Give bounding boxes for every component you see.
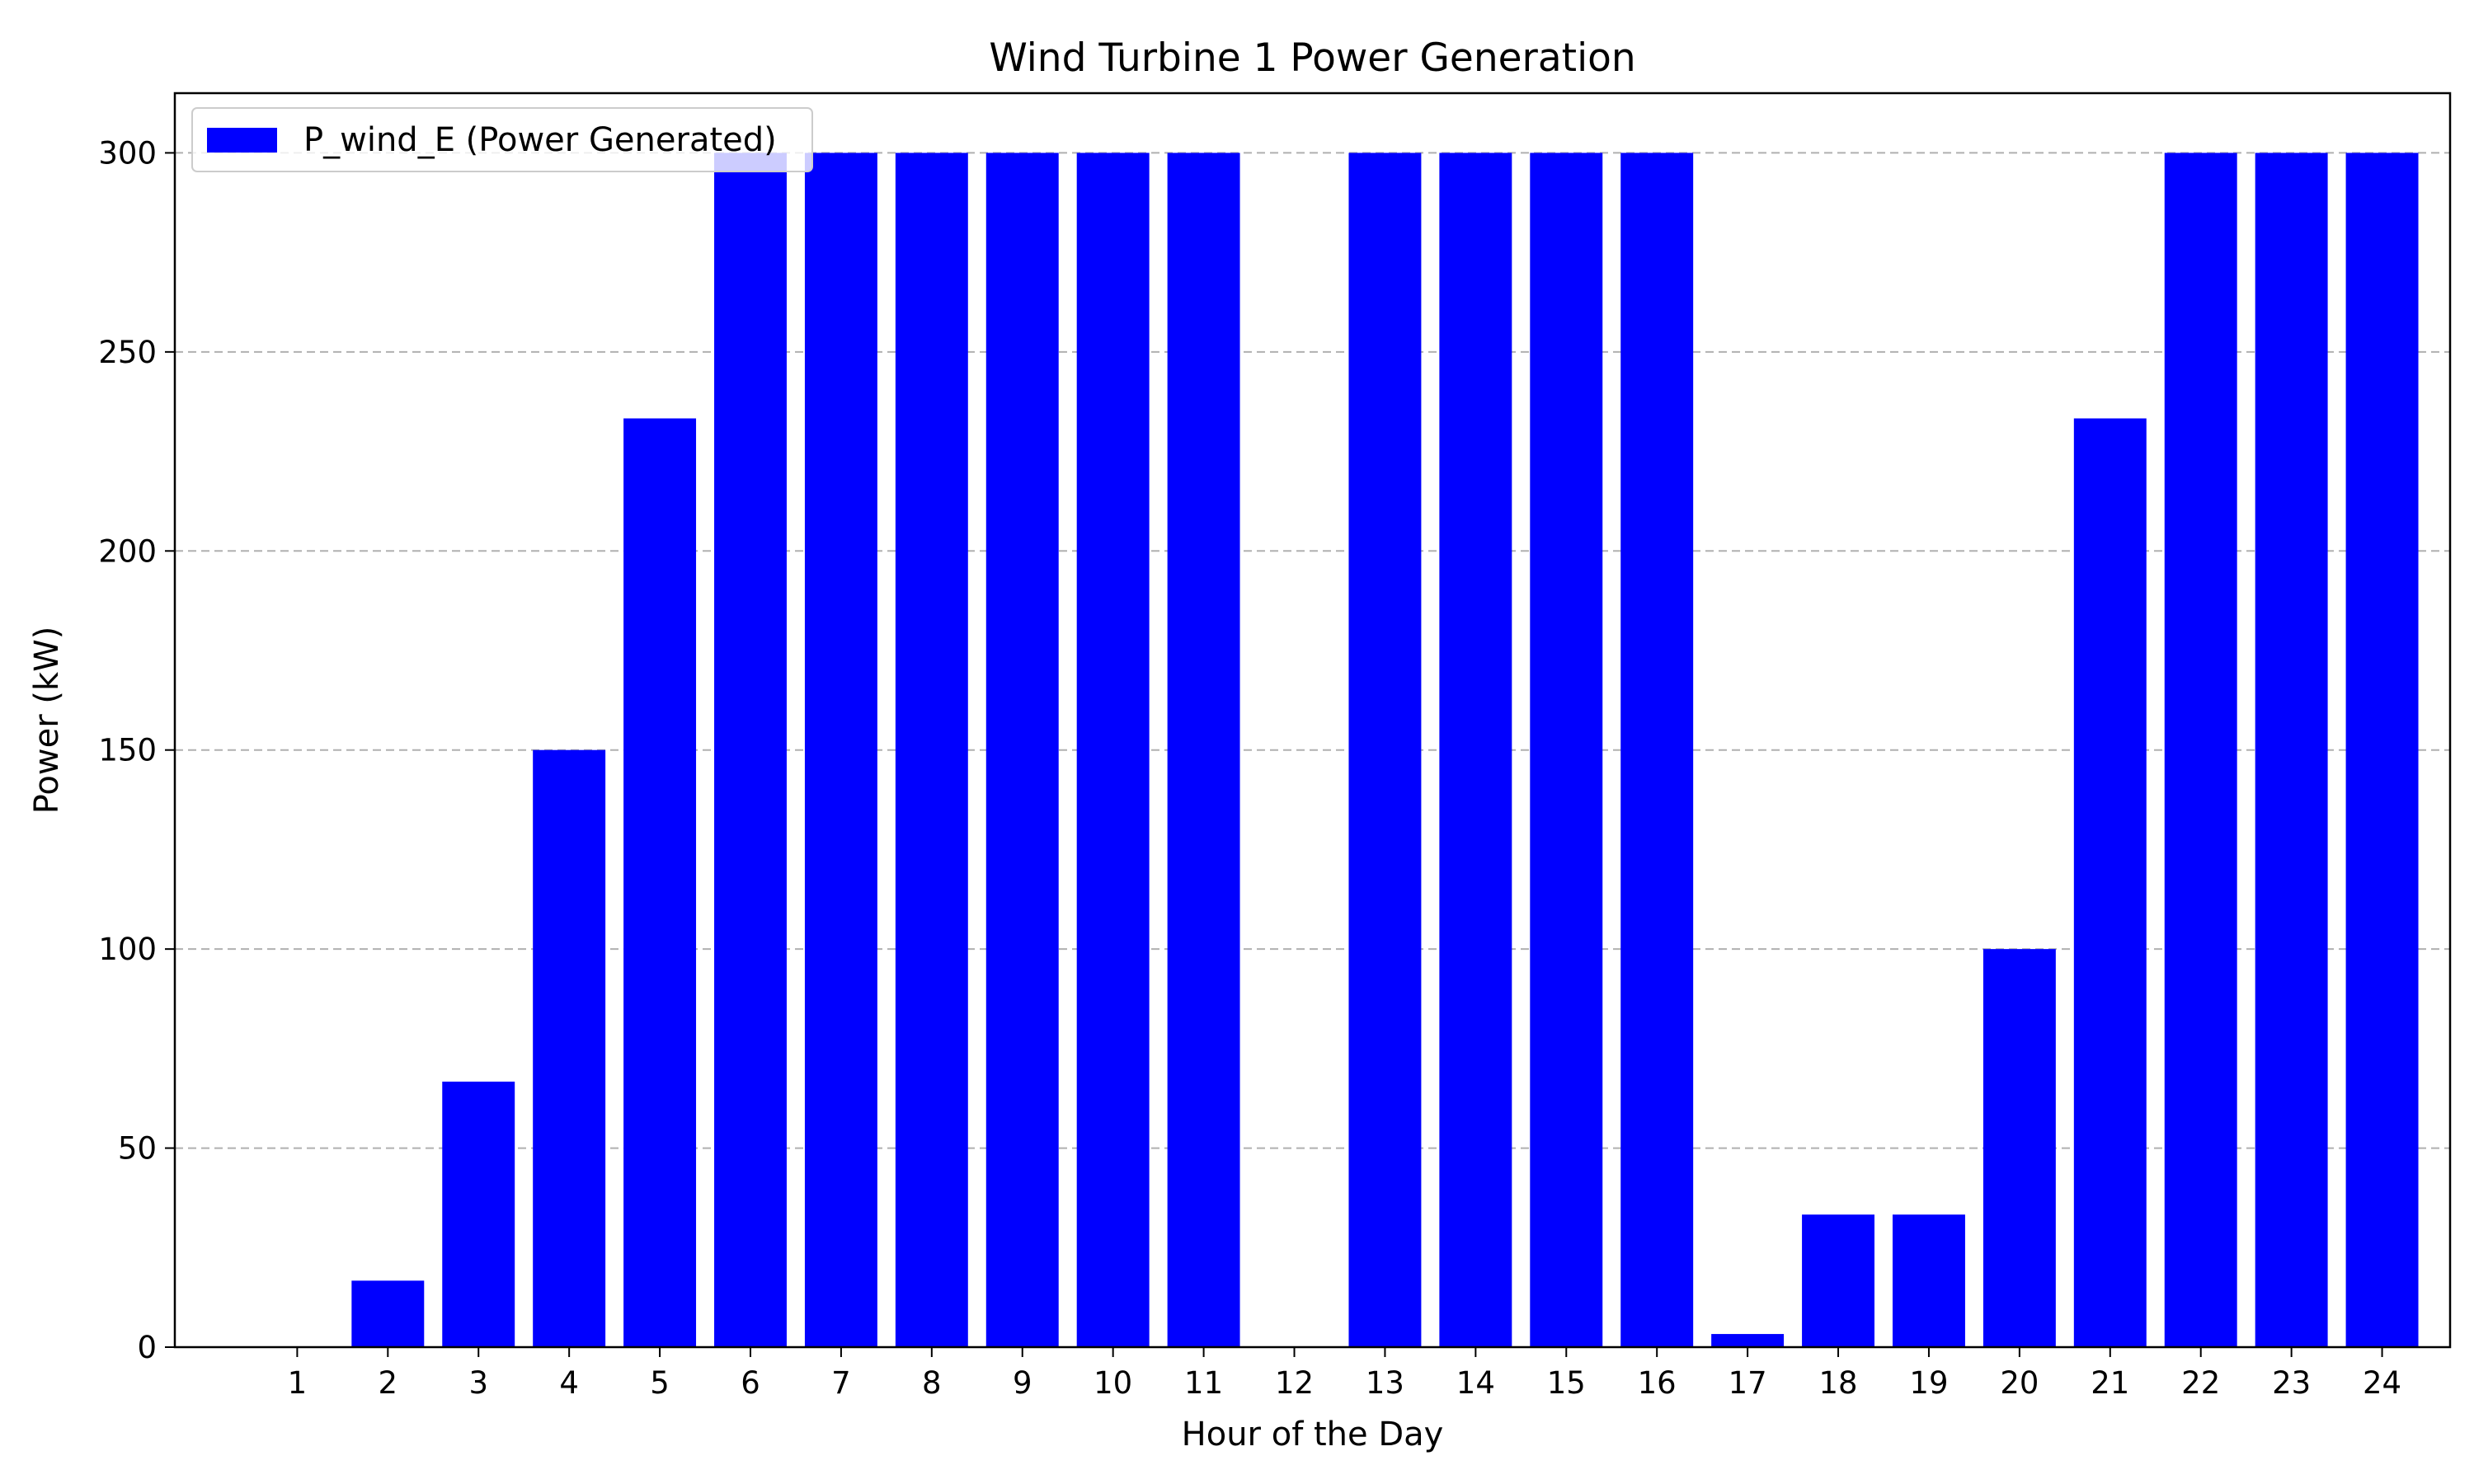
y-tick-label: 100 [98, 932, 157, 967]
y-tick-label: 200 [98, 533, 157, 569]
x-tick-label: 20 [2000, 1365, 2039, 1401]
bar [533, 749, 606, 1347]
x-tick-label: 4 [559, 1365, 579, 1401]
bar [804, 153, 877, 1347]
bar [1530, 153, 1603, 1347]
bar [2255, 153, 2328, 1347]
x-tick-label: 3 [468, 1365, 488, 1401]
x-tick-label: 23 [2272, 1365, 2311, 1401]
bar [1982, 949, 2056, 1347]
legend-label: P_wind_E (Power Generated) [303, 121, 777, 159]
bar [1892, 1214, 1965, 1347]
x-tick-label: 19 [1909, 1365, 1948, 1401]
x-axis-ticks: 1 2 3 4 5 6 7 8 9 10 11 12 13 14 15 16 17 18 19 20 21 22 23 24 [288, 1347, 2401, 1401]
bar [1439, 153, 1512, 1347]
x-tick-label: 11 [1184, 1365, 1223, 1401]
chart-title: Wind Turbine 1 Power Generation [989, 35, 1635, 81]
bar [985, 153, 1059, 1347]
bar [1167, 153, 1240, 1347]
x-tick-label: 9 [1013, 1365, 1032, 1401]
x-tick-label: 8 [922, 1365, 942, 1401]
bar [1711, 1334, 1785, 1347]
plot-frame [173, 92, 2452, 1349]
bars [351, 153, 2419, 1348]
x-tick-label: 24 [2363, 1365, 2401, 1401]
x-tick-label: 6 [741, 1365, 760, 1401]
x-tick-label: 22 [2181, 1365, 2220, 1401]
x-tick-label: 18 [1818, 1365, 1857, 1401]
x-tick-label: 5 [650, 1365, 670, 1401]
y-tick-label: 0 [137, 1330, 157, 1365]
bar [2164, 153, 2237, 1347]
x-tick-label: 17 [1729, 1365, 1767, 1401]
y-axis-label: Power (kW) [28, 627, 66, 815]
y-axis-ticks: 0 50 100 150 200 250 300 [98, 135, 175, 1365]
legend: P_wind_E (Power Generated) [191, 107, 813, 172]
y-tick-label: 300 [98, 135, 157, 171]
grid-lines [175, 152, 2450, 1149]
y-tick-label: 250 [98, 335, 157, 370]
x-tick-label: 13 [1366, 1365, 1404, 1401]
bar [895, 153, 968, 1347]
y-tick-label: 50 [118, 1131, 157, 1167]
x-tick-label: 12 [1275, 1365, 1314, 1401]
x-tick-label: 14 [1456, 1365, 1495, 1401]
x-tick-label: 7 [831, 1365, 851, 1401]
y-tick-label: 150 [98, 733, 157, 768]
legend-box [191, 107, 813, 172]
bar [2345, 153, 2419, 1347]
bar [623, 418, 697, 1348]
legend-swatch [207, 128, 277, 153]
x-tick-label: 2 [379, 1365, 398, 1401]
x-axis-label: Hour of the Day [1182, 1416, 1444, 1453]
bar [2073, 418, 2147, 1348]
bar [442, 1081, 515, 1347]
bar [1620, 153, 1694, 1347]
x-tick-label: 16 [1638, 1365, 1677, 1401]
x-tick-label: 21 [2091, 1365, 2129, 1401]
x-tick-label: 10 [1094, 1365, 1132, 1401]
bar [1348, 153, 1422, 1347]
bar [351, 1280, 425, 1347]
x-tick-label: 15 [1547, 1365, 1586, 1401]
bar [714, 153, 787, 1347]
bar [1802, 1214, 1875, 1347]
bar [1076, 153, 1150, 1347]
x-tick-label: 1 [288, 1365, 308, 1401]
